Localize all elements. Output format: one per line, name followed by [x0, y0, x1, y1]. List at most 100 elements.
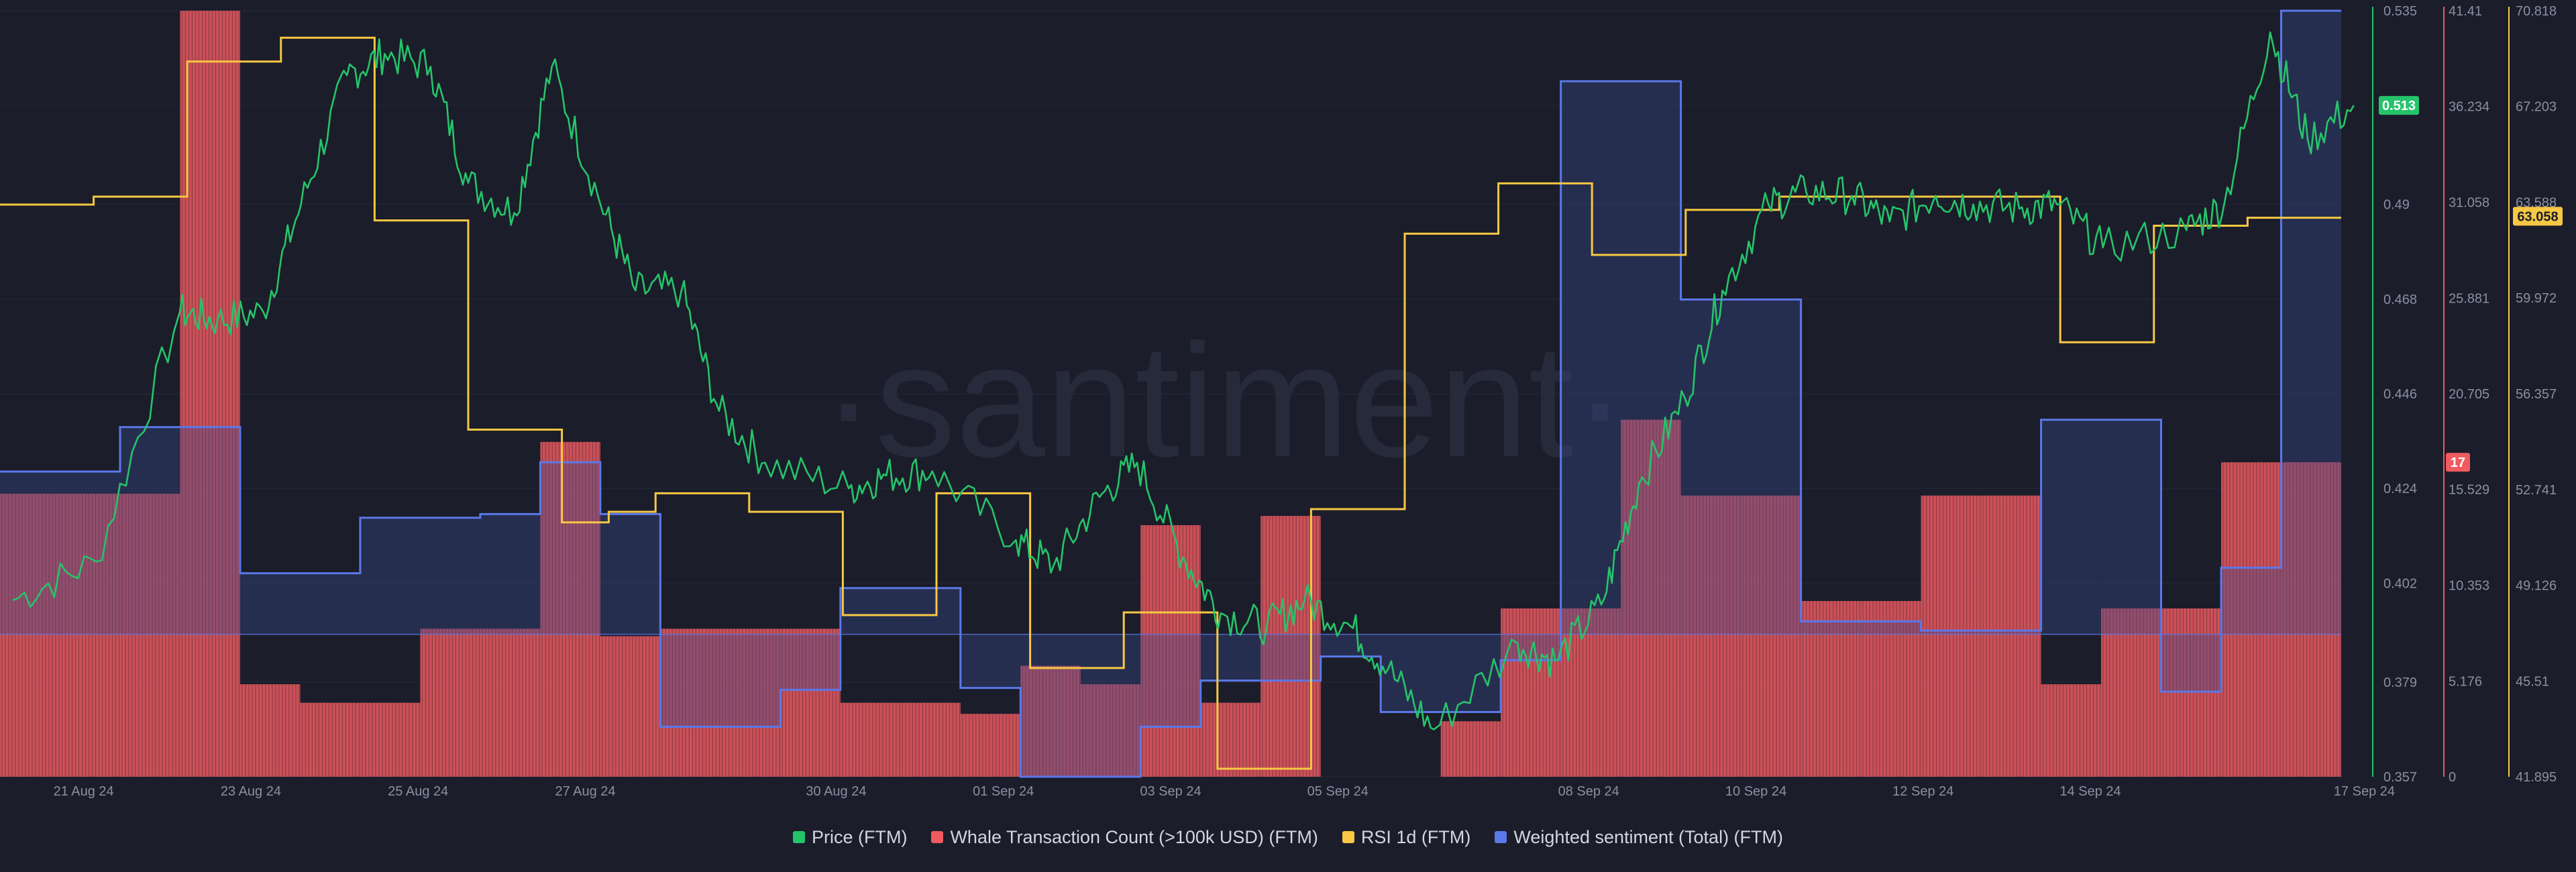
- sentiment-area-segment: [840, 588, 901, 635]
- x-tick-label: 30 Aug 24: [806, 784, 866, 799]
- legend-item[interactable]: Whale Transaction Count (>100k USD) (FTM…: [931, 827, 1318, 848]
- price-value-badge: [2379, 96, 2419, 115]
- whale-bar: [1861, 601, 1921, 777]
- legend-label: RSI 1d (FTM): [1360, 826, 1471, 847]
- whale-bars-layer: [0, 11, 2341, 777]
- y-tick-label-whale: 0: [2449, 770, 2456, 785]
- rsi-line-layer: [0, 36, 2341, 770]
- sentiment-area-segment: [2041, 419, 2102, 635]
- legend-label: Price (FTM): [811, 826, 908, 847]
- sentiment-area-segment: [540, 462, 600, 635]
- y-tick-label-rsi: 70.818: [2516, 4, 2557, 19]
- legend-swatch: [792, 831, 805, 843]
- sentiment-area-segment: [239, 573, 301, 635]
- whale-bar: [1981, 495, 2041, 777]
- whale-bar: [119, 494, 180, 777]
- whale-bar: [1680, 495, 1741, 777]
- legend-swatch: [1342, 831, 1354, 843]
- sentiment-area-segment: [1680, 299, 1741, 635]
- price-value-badge-text: 0.513: [2382, 99, 2416, 113]
- legend-label: Whale Transaction Count (>100k USD) (FTM…: [950, 826, 1318, 847]
- x-tick-label: 05 Sep 24: [1307, 784, 1368, 799]
- y-tick-label-rsi: 41.895: [2516, 770, 2557, 785]
- price-line: [12, 31, 2355, 730]
- y-tick-label-rsi: 59.972: [2516, 291, 2557, 306]
- x-tick-label: 08 Sep 24: [1558, 784, 1619, 799]
- whale-bar: [300, 702, 360, 777]
- legend-label: Weighted sentiment (Total) (FTM): [1513, 826, 1784, 847]
- x-tick-label: 01 Sep 24: [973, 784, 1034, 799]
- whale-bar: [1080, 684, 1141, 777]
- whale-bar: [1501, 608, 1561, 777]
- sentiment-area-segment: [660, 634, 720, 727]
- whale-bar: [2281, 462, 2341, 777]
- whale-bar: [1921, 495, 1982, 777]
- sentiment-area-segment: [1741, 299, 1801, 635]
- sentiment-area-segment: [1560, 81, 1621, 635]
- whale-bar: [60, 494, 120, 777]
- sentiment-area-segment: [600, 514, 661, 635]
- rsi-line: [0, 36, 2341, 770]
- x-tick-label: 25 Aug 24: [388, 784, 448, 799]
- sentiment-area-segment: [960, 634, 1021, 688]
- sentiment-area-segment: [1861, 621, 1921, 635]
- x-tick-label: 27 Aug 24: [555, 784, 615, 799]
- y-tick-label-whale: 25.881: [2449, 291, 2489, 306]
- y-tick-label-price: 0.402: [2383, 576, 2417, 591]
- sentiment-line: [0, 9, 2341, 778]
- sentiment-area-segment: [1981, 631, 2041, 635]
- x-tick-label: 17 Sep 24: [2334, 784, 2395, 799]
- sentiment-area-segment: [1801, 621, 1862, 635]
- whale-bar: [1741, 495, 1801, 777]
- sentiment-area-segment: [900, 588, 961, 635]
- whale-bar: [1440, 721, 1501, 777]
- rsi-value-badge-text: 63.058: [2517, 209, 2558, 224]
- y-tick-label-whale: 36.234: [2449, 100, 2489, 115]
- sentiment-area-segment: [720, 634, 781, 727]
- price-line-layer: [12, 31, 2355, 730]
- sentiment-area-segment: [1140, 634, 1201, 727]
- legend-item[interactable]: Price (FTM): [792, 826, 908, 848]
- y-tick-label-whale: 15.529: [2449, 483, 2489, 498]
- whale-bar: [239, 684, 301, 777]
- legend: Price (FTM) Whale Transaction Count (>100…: [0, 824, 2576, 851]
- whale-bar: [1621, 419, 1681, 777]
- y-tick-label-rsi: 63.588: [2516, 195, 2557, 210]
- sentiment-area-segment: [180, 427, 240, 635]
- legend-swatch: [931, 831, 944, 843]
- y-tick-label-whale: 5.176: [2449, 674, 2482, 689]
- sentiment-area-segment: [2161, 634, 2222, 692]
- y-tick-label-whale: 20.705: [2449, 387, 2489, 402]
- whale-bar: [2221, 462, 2282, 777]
- y-tick-label-rsi: 56.357: [2516, 387, 2557, 402]
- legend-swatch: [1495, 831, 1507, 843]
- whale-value-badge: [2446, 453, 2470, 472]
- x-tick-label: 21 Aug 24: [54, 784, 114, 799]
- legend-item[interactable]: RSI 1d (FTM): [1342, 826, 1471, 848]
- y-tick-label-rsi: 45.51: [2516, 674, 2549, 689]
- whale-bar: [1140, 525, 1201, 777]
- y-tick-label-whale: 10.353: [2449, 578, 2489, 593]
- rsi-value-badge: [2513, 207, 2563, 226]
- watermark: ·santiment·: [822, 311, 1627, 490]
- x-tick-label: 10 Sep 24: [1725, 784, 1786, 799]
- legend-item[interactable]: Weighted sentiment (Total) (FTM): [1495, 827, 1783, 848]
- whale-bar: [2041, 684, 2102, 777]
- whale-value-badge-text: 17: [2451, 455, 2465, 470]
- y-tick-label-price: 0.424: [2383, 482, 2417, 496]
- whale-bar: [600, 636, 661, 777]
- sentiment-area-segment: [1200, 634, 1261, 681]
- y-tick-label-price: 0.446: [2383, 387, 2417, 402]
- whale-bar: [0, 494, 60, 777]
- sentiment-area-segment: [2221, 567, 2282, 635]
- sentiment-area-segment: [360, 517, 421, 635]
- whale-bar: [960, 714, 1021, 777]
- y-tick-label-rsi: 67.203: [2516, 100, 2557, 115]
- whale-bar: [420, 629, 480, 777]
- x-tick-label: 14 Sep 24: [2059, 784, 2121, 799]
- sentiment-area-segment: [1320, 634, 1381, 657]
- whale-bar: [900, 702, 961, 777]
- sentiment-area-segment: [60, 471, 120, 635]
- value-badges: 0.513 17 63.058: [2379, 96, 2563, 472]
